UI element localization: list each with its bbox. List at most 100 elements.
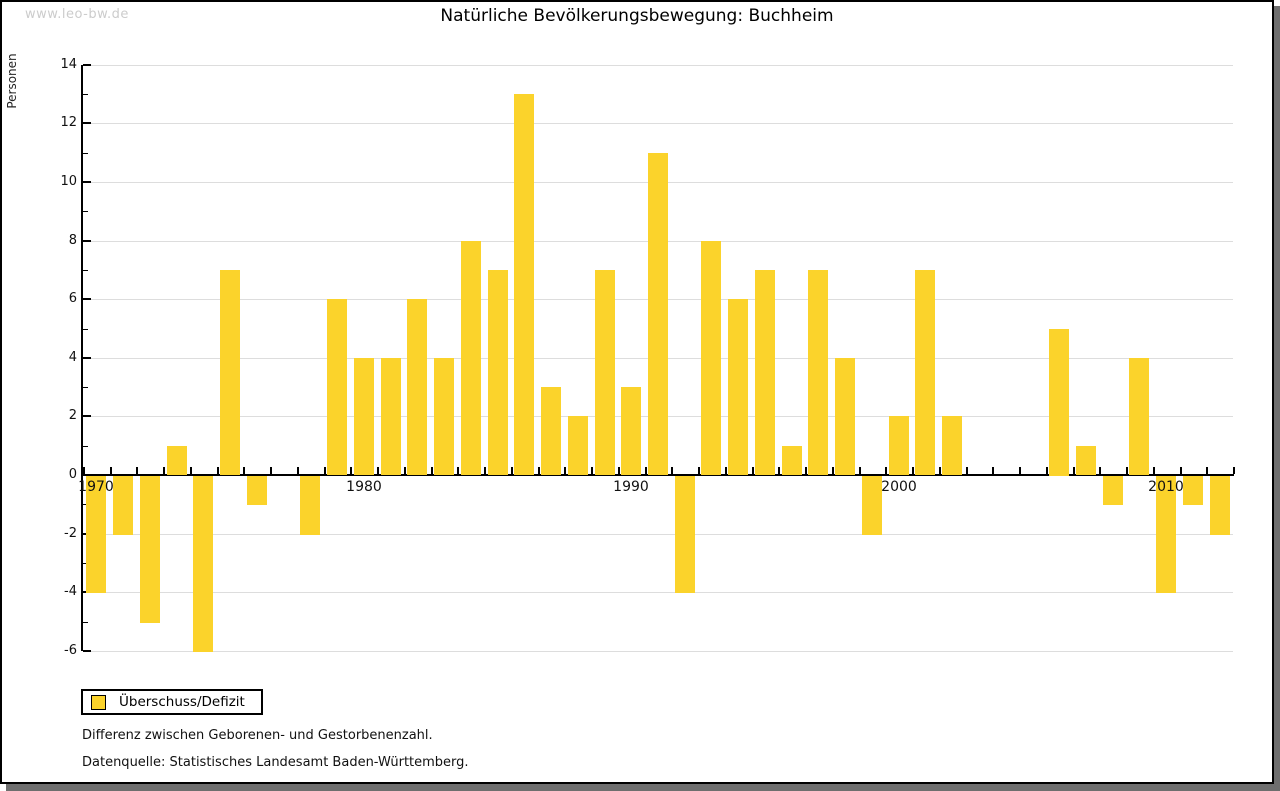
x-tick [1019,467,1021,474]
bar [862,476,882,535]
x-tick [778,467,780,474]
x-tick [591,467,593,474]
bar [942,416,962,475]
bar [86,476,106,593]
footnote-source: Datenquelle: Statistisches Landesamt Bad… [82,755,469,770]
gridline [83,534,1233,535]
bar [701,241,721,475]
x-tick [136,467,138,474]
x-tick [538,467,540,474]
y-tick [83,181,91,183]
x-tick-label: 1980 [346,479,382,495]
bar [381,358,401,475]
bar [648,153,668,475]
x-tick [163,467,165,474]
y-minor-tick [83,622,88,623]
x-tick [859,467,861,474]
x-tick [83,467,85,474]
bar [1156,476,1176,593]
y-tick-label: -6 [64,643,77,658]
gridline [83,123,1233,124]
x-tick [618,467,620,474]
x-tick-label: 2010 [1148,479,1184,495]
bar [541,387,561,475]
bar [514,94,534,475]
x-axis-line [81,474,1234,476]
bar [300,476,320,535]
legend-label: Überschuss/Defizit [119,694,245,710]
gridline [83,651,1233,652]
bar [915,270,935,475]
x-tick [698,467,700,474]
x-tick-label: 1970 [78,479,114,495]
legend: Überschuss/Defizit [81,689,263,715]
bar [1183,476,1203,505]
bar [434,358,454,475]
y-tick-label: 8 [68,233,77,248]
x-tick [1099,467,1101,474]
x-tick [110,467,112,474]
y-tick [83,240,91,242]
bar [167,446,187,475]
y-tick [83,64,91,66]
x-tick-label: 2000 [881,479,917,495]
bar [808,270,828,475]
bar [113,476,133,535]
x-tick [805,467,807,474]
bar [728,299,748,475]
y-tick [83,415,91,417]
x-tick [511,467,513,474]
y-tick-label: 12 [60,115,77,130]
x-tick [992,467,994,474]
x-tick [457,467,459,474]
bar [407,299,427,475]
footnote-description: Differenz zwischen Geborenen- und Gestor… [82,728,433,743]
x-tick [832,467,834,474]
bar [755,270,775,475]
x-tick [1233,467,1235,474]
bar [327,299,347,475]
x-tick [270,467,272,474]
x-tick [1046,467,1048,474]
y-tick [83,298,91,300]
watermark: www.leo-bw.de [25,7,129,22]
y-tick [83,122,91,124]
y-tick-label: 0 [68,467,77,482]
x-tick [752,467,754,474]
x-tick [217,467,219,474]
y-minor-tick [83,446,88,447]
bar [220,270,240,475]
bar [782,446,802,475]
x-tick [939,467,941,474]
x-tick [324,467,326,474]
window-shadow-bottom [6,784,1280,791]
legend-swatch-icon [91,694,106,710]
y-minor-tick [83,387,88,388]
y-tick-label: 14 [60,57,77,72]
y-axis-line [81,65,83,651]
y-minor-tick [83,504,88,505]
bar [675,476,695,593]
y-minor-tick [83,94,88,95]
x-tick [431,467,433,474]
plot-area: 14 12 10 8 6 4 2 0 -2 -4 -6 1970 1980 1990 2000 2010 [2,2,1274,782]
x-tick [564,467,566,474]
y-tick-label: -4 [64,584,77,599]
bar [193,476,213,652]
x-tick [484,467,486,474]
x-tick [725,467,727,474]
x-tick [885,467,887,474]
bar [354,358,374,475]
y-minor-tick [83,153,88,154]
x-tick [377,467,379,474]
gridline [83,65,1233,66]
y-minor-tick [83,211,88,212]
x-tick [645,467,647,474]
bar [595,270,615,475]
bar [621,387,641,475]
bar [140,476,160,623]
y-minor-tick [83,329,88,330]
y-minor-tick [83,270,88,271]
